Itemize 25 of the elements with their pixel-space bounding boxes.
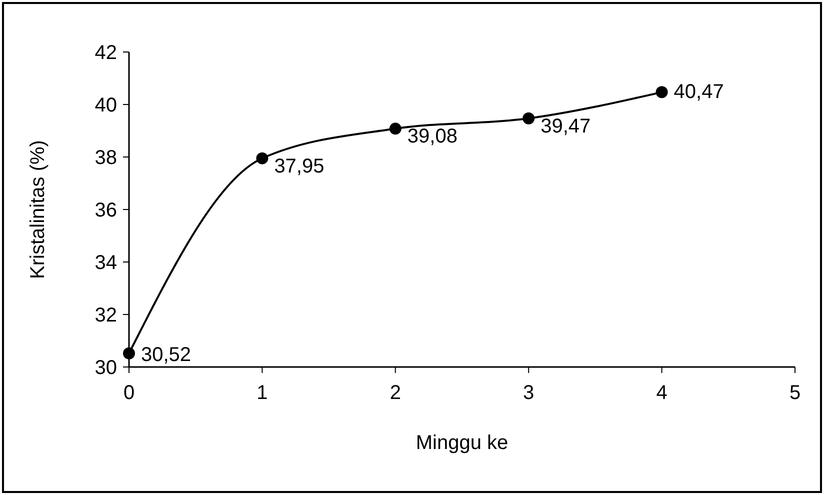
y-tick-label: 42 <box>94 42 117 64</box>
data-label: 40,47 <box>674 81 724 104</box>
x-axis-title: Minggu ke <box>416 432 508 454</box>
y-axis-title: Kristalinitas (%) <box>27 140 49 279</box>
point <box>656 86 668 98</box>
y-tick-label: 32 <box>94 304 117 326</box>
point <box>256 152 268 164</box>
data-label: 30,52 <box>141 344 192 366</box>
y-tick-label: 30 <box>94 357 117 379</box>
x-tick-label: 4 <box>656 382 668 404</box>
point <box>389 122 402 135</box>
y-tick-label: 40 <box>94 94 117 116</box>
point <box>522 112 535 124</box>
point <box>123 347 135 360</box>
x-tick-label: 2 <box>390 382 401 404</box>
y-tick-label: 38 <box>94 147 117 169</box>
data-label: 39,47 <box>540 115 591 138</box>
data-label: 39,08 <box>407 126 458 148</box>
y-tick-label: 36 <box>94 200 117 222</box>
x-tick-label: 1 <box>256 382 268 404</box>
data-label: 37,95 <box>274 155 324 178</box>
x-tick-label: 5 <box>789 382 801 404</box>
x-tick-label: 3 <box>523 382 534 404</box>
x-tick-label: 0 <box>123 382 135 404</box>
y-tick-label: 34 <box>94 252 117 274</box>
